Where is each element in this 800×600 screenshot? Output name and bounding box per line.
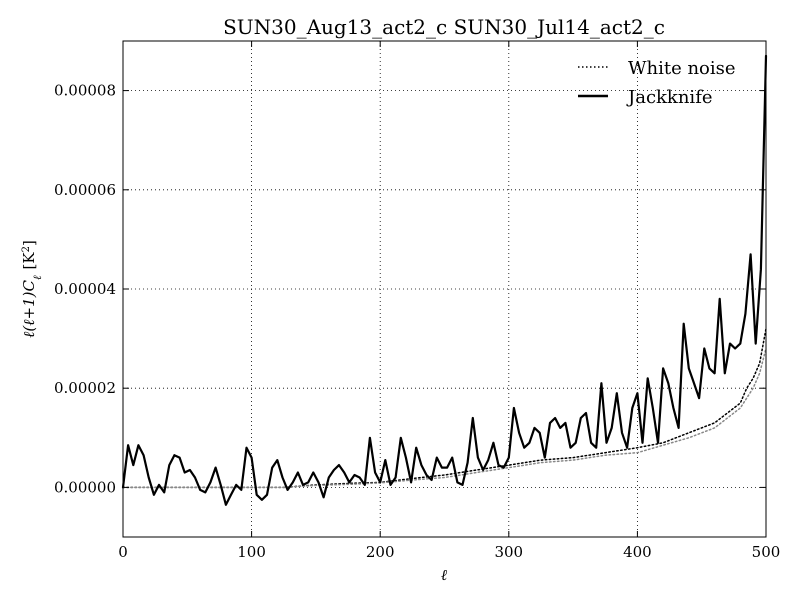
x-tick-label: 100 — [237, 543, 266, 561]
y-axis-label: ℓ(ℓ+1)Cℓ [K2] — [20, 240, 44, 338]
series-line-secondary-1 — [122, 347, 767, 489]
x-tick-label: 0 — [118, 543, 128, 561]
y-tick-label: 0.00008 — [54, 82, 116, 100]
x-axis-label: ℓ — [441, 566, 447, 584]
y-axis-label-unit-end: ] — [20, 240, 38, 246]
y-axis-label-main: ℓ(ℓ+1)C — [20, 280, 38, 338]
legend-label-white-noise: White noise — [628, 58, 736, 79]
axes: 0 100 200 300 400 500 0.00000 0.00002 0.00004 0.0… — [54, 41, 780, 561]
y-tick-label: 0.00006 — [54, 181, 116, 199]
x-tick-label: 200 — [366, 543, 395, 561]
x-tick-label: 500 — [752, 543, 781, 561]
y-axis-label-unit-sup: 2 — [21, 246, 32, 252]
x-tick-label: 400 — [623, 543, 652, 561]
x-tick-label: 300 — [494, 543, 523, 561]
plot-area — [121, 54, 768, 506]
y-axis-label-unit: [K — [20, 252, 38, 270]
y-tick-label: 0.00000 — [54, 478, 116, 496]
y-axis-label-sub: ℓ — [31, 275, 44, 280]
legend: White noise Jackknife — [578, 58, 736, 108]
y-tick-label: 0.00004 — [54, 280, 116, 298]
chart-title: SUN30_Aug13_act2_c SUN30_Jul14_act2_c — [223, 15, 665, 39]
grid — [123, 41, 766, 537]
legend-label-jackknife: Jackknife — [626, 87, 713, 108]
y-tick-label: 0.00002 — [54, 379, 116, 397]
series-line-jackknife — [121, 54, 768, 506]
